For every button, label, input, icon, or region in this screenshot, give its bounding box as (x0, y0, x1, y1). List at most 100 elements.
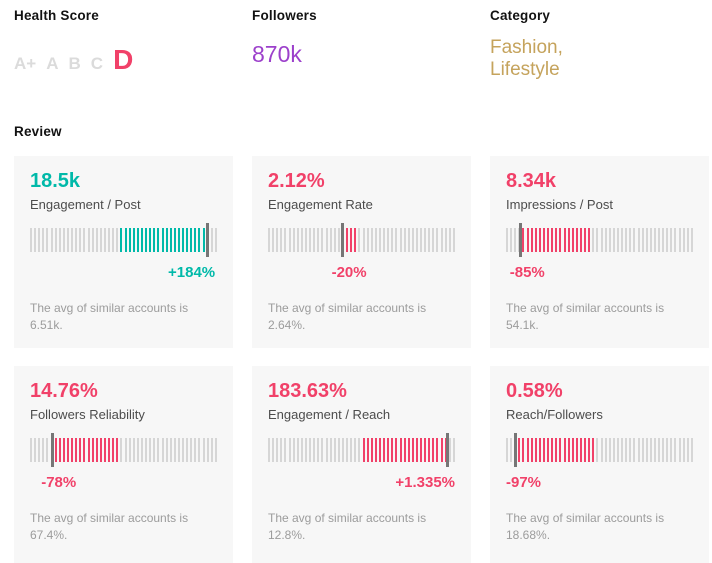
meter-bar (190, 438, 193, 463)
meter-bar (411, 228, 414, 253)
meter-bar (112, 438, 115, 463)
meter-bar (103, 228, 106, 253)
meter-bar (132, 438, 135, 463)
delta-vs-average: -78% (41, 474, 77, 492)
delta-vs-average: -20% (331, 264, 367, 282)
meter-bar (563, 228, 566, 253)
meter-bar (54, 438, 57, 463)
meter-bar (346, 438, 349, 463)
meter-bar (42, 228, 45, 253)
meter-bar (91, 228, 94, 253)
delta-row: -20% (268, 264, 455, 281)
meter-bar (440, 228, 443, 253)
meter-value-marker-icon (50, 433, 54, 468)
meter-bar (563, 438, 566, 463)
meter-bar (424, 228, 427, 253)
average-note: The avg of similar accounts is 18.68%. (506, 511, 665, 543)
meter-bar (120, 228, 123, 253)
meter-bar (407, 228, 410, 253)
meter-bar (682, 228, 685, 253)
meter-bar (378, 228, 381, 253)
meter-bar (551, 438, 554, 463)
meter-bar (584, 438, 587, 463)
grade-c: C (90, 54, 104, 73)
meter-bar (686, 228, 689, 253)
meter-bar (202, 438, 205, 463)
meter-bar (165, 438, 168, 463)
metric-card: 0.58% Reach/Followers -97% The avg of si… (490, 366, 709, 563)
meter-bar (337, 228, 340, 253)
meter-bar (415, 228, 418, 253)
meter-bar (198, 228, 201, 253)
meter-bar (124, 228, 127, 253)
metric-card: 2.12% Engagement Rate -20% The avg of si… (252, 156, 471, 349)
meter-bar (62, 438, 65, 463)
meter-bar (690, 438, 693, 463)
metric-label: Followers Reliability (30, 407, 145, 423)
average-note: The avg of similar accounts is 6.51k. (30, 301, 189, 333)
meter-bar (571, 438, 574, 463)
metric-label: Impressions / Post (506, 197, 613, 213)
meter-bar (62, 228, 65, 253)
meter-bar (596, 438, 599, 463)
meter-bar (87, 228, 90, 253)
meter-bar (333, 438, 336, 463)
metric-value: 0.58% (506, 380, 563, 403)
meter-bar (411, 438, 414, 463)
meter-bar (202, 228, 205, 253)
metric-label: Reach/Followers (506, 407, 603, 423)
meter-bar (621, 228, 624, 253)
meter-bar (161, 438, 164, 463)
meter-bar (161, 228, 164, 253)
comparison-meter (506, 223, 693, 258)
meter-bar (34, 228, 37, 253)
delta-row: -97% (506, 474, 693, 491)
meter-bar (374, 228, 377, 253)
meter-bar (38, 438, 41, 463)
meter-bar (612, 228, 615, 253)
meter-bar (300, 228, 303, 253)
meter-bar (510, 228, 513, 253)
meter-bar (633, 228, 636, 253)
meter-bar (645, 438, 648, 463)
metric-cards-grid: 18.5k Engagement / Post +184% The avg of… (14, 156, 712, 563)
meter-bar (272, 228, 275, 253)
meter-bar (575, 228, 578, 253)
metric-label: Engagement / Post (30, 197, 141, 213)
meter-bar (288, 438, 291, 463)
meter-bar (432, 228, 435, 253)
delta-row: +184% (30, 264, 217, 281)
meter-bar (140, 438, 143, 463)
meter-bar (633, 438, 636, 463)
meter-bar (600, 438, 603, 463)
meter-bar (383, 228, 386, 253)
meter-bar (612, 438, 615, 463)
meter-bar (83, 228, 86, 253)
meter-bar (555, 438, 558, 463)
meter-bar (58, 438, 61, 463)
meter-bar (649, 438, 652, 463)
meter-bar (300, 438, 303, 463)
metric-value: 183.63% (268, 380, 347, 403)
meter-bar (38, 228, 41, 253)
meter-value-marker-icon (513, 433, 517, 468)
meter-bar (34, 438, 37, 463)
meter-bar (128, 228, 131, 253)
meter-bar (145, 228, 148, 253)
meter-bar (428, 228, 431, 253)
health-score-label: Health Score (14, 8, 99, 23)
metric-value: 14.76% (30, 380, 98, 403)
meter-bar (387, 228, 390, 253)
metric-card: 14.76% Followers Reliability -78% The av… (14, 366, 233, 563)
meter-bar (530, 438, 533, 463)
meter-bar (30, 228, 32, 253)
meter-bar (547, 438, 550, 463)
meter-bar (358, 228, 361, 253)
meter-bars (268, 228, 455, 253)
delta-vs-average: -97% (506, 474, 542, 492)
meter-bar (403, 228, 406, 253)
meter-bar (198, 438, 201, 463)
meter-bar (321, 228, 324, 253)
meter-bar (674, 438, 677, 463)
review-section-title: Review (14, 124, 62, 140)
